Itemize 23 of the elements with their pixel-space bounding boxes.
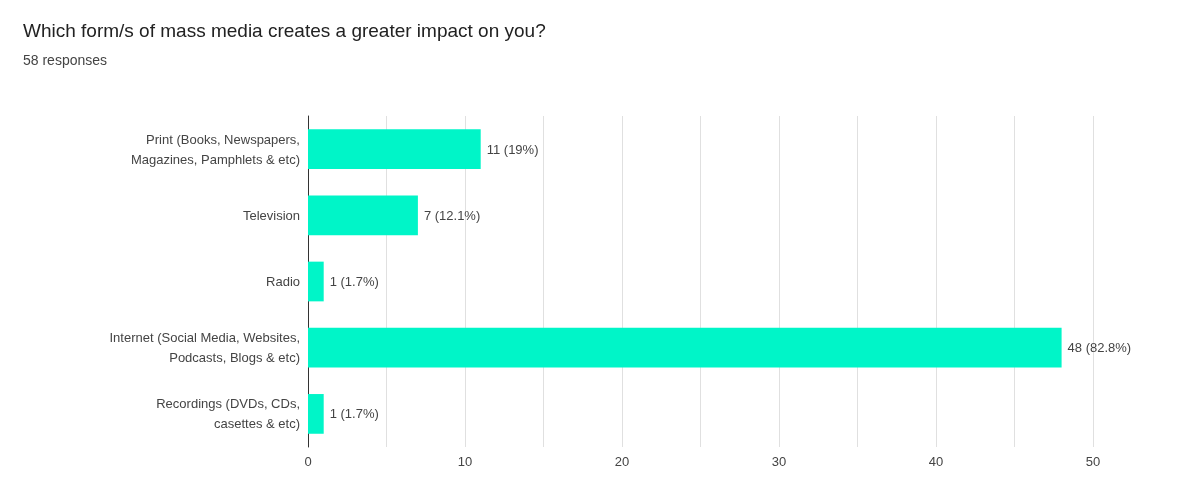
- y-tick-label: Recordings (DVDs, CDs, casettes & etc): [156, 396, 300, 432]
- bar: [308, 327, 1062, 368]
- data-label: 1 (1.7%): [329, 274, 379, 289]
- bar: [308, 261, 324, 302]
- bar: [308, 195, 418, 236]
- x-tick-label: 30: [771, 454, 787, 469]
- data-label: 11 (19%): [486, 141, 539, 157]
- x-tick-label: 40: [928, 454, 944, 469]
- x-tick-label: 20: [614, 454, 630, 469]
- y-tick-label: Internet (Social Media, Websites, Podcasts, Blogs & etc): [109, 330, 300, 366]
- data-label: 1 (1.7%): [329, 406, 379, 422]
- x-tick-label: 10: [457, 454, 473, 469]
- bar: [308, 129, 481, 169]
- text: 58 responses: [23, 52, 108, 68]
- y-tick-label: Print (Books, Newspapers, Magazines, Pamphlets & etc): [130, 131, 300, 167]
- x-tick-label: 50: [1085, 454, 1101, 469]
- bar: [308, 394, 324, 434]
- data-label: 48 (82.8%): [1067, 340, 1132, 356]
- x-tick-label: 0: [304, 454, 312, 469]
- data-label: 7 (12.1%): [423, 207, 481, 223]
- y-tick-label: Radio: [266, 274, 300, 289]
- chart-title: Which form/s of mass media creates a greater impact on you?: [23, 20, 546, 41]
- y-tick-label: Television: [242, 207, 300, 223]
